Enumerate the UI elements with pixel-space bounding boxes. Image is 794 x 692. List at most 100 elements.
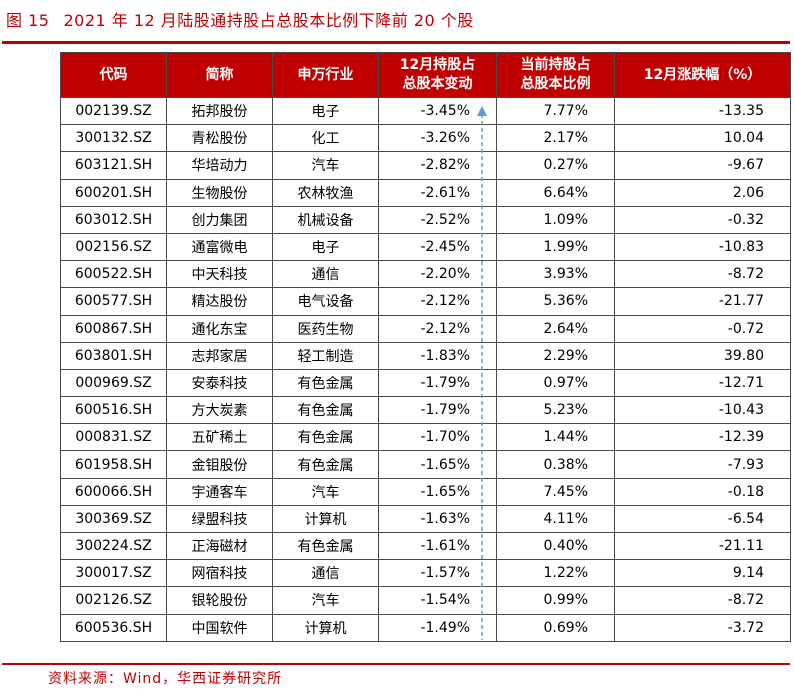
return-cell: -0.32 xyxy=(614,205,791,234)
code-cell: 600577.SH xyxy=(60,287,167,316)
column-header: 简称 xyxy=(166,52,273,98)
code-cell: 300224.SZ xyxy=(60,531,167,561)
code-cell: 600066.SH xyxy=(60,477,167,506)
bottom-rule xyxy=(2,663,790,665)
name-cell: 宇通客车 xyxy=(166,477,273,506)
code-cell: 002139.SZ xyxy=(60,96,167,126)
industry-cell: 电气设备 xyxy=(272,287,379,316)
return-cell: -13.35 xyxy=(614,96,791,126)
ratio-cell: 4.11% xyxy=(496,504,615,534)
industry-cell: 化工 xyxy=(272,124,379,153)
name-cell: 生物股份 xyxy=(166,178,273,207)
change-cell: -2.12% xyxy=(378,287,497,316)
ratio-cell: 2.17% xyxy=(496,124,615,153)
change-cell: -3.26% xyxy=(378,124,497,153)
code-cell: 300017.SZ xyxy=(60,559,167,588)
code-cell: 600522.SH xyxy=(60,260,167,289)
name-cell: 安泰科技 xyxy=(166,368,273,398)
column-header: 申万行业 xyxy=(272,52,379,98)
code-cell: 603801.SH xyxy=(60,341,167,370)
table-row: 300017.SZ 网宿科技 通信 -1.57% 1.22% 9.14 xyxy=(60,559,791,588)
code-cell: 000831.SZ xyxy=(60,423,167,452)
change-cell: -1.79% xyxy=(378,368,497,398)
column-header: 12月涨跌幅（%） xyxy=(614,52,791,98)
table-row: 300369.SZ 绿盟科技 计算机 -1.63% 4.11% -6.54 xyxy=(60,504,791,534)
industry-cell: 机械设备 xyxy=(272,205,379,234)
industry-cell: 通信 xyxy=(272,559,379,588)
table-row: 300224.SZ 正海磁材 有色金属 -1.61% 0.40% -21.11 xyxy=(60,531,791,561)
column-header: 当前持股占 总股本比例 xyxy=(496,52,615,98)
name-cell: 中天科技 xyxy=(166,260,273,289)
return-cell: 9.14 xyxy=(614,559,791,588)
table-row: 002126.SZ 银轮股份 汽车 -1.54% 0.99% -8.72 xyxy=(60,586,791,615)
return-cell: -9.67 xyxy=(614,151,791,180)
table-row: 603012.SH 创力集团 机械设备 -2.52% 1.09% -0.32 xyxy=(60,205,791,234)
name-cell: 银轮股份 xyxy=(166,586,273,615)
change-cell: -1.49% xyxy=(378,613,497,642)
ratio-cell: 1.09% xyxy=(496,205,615,234)
code-cell: 002126.SZ xyxy=(60,586,167,615)
table-row: 000969.SZ 安泰科技 有色金属 -1.79% 0.97% -12.71 xyxy=(60,368,791,398)
table-row: 600536.SH 中国软件 计算机 -1.49% 0.69% -3.72 xyxy=(60,613,791,642)
industry-cell: 汽车 xyxy=(272,151,379,180)
return-cell: -7.93 xyxy=(614,450,791,479)
table-header-row: 代码 简称 申万行业 12月持股占 总股本变动 当前持股占 总股本比例 12月涨跌幅（%） xyxy=(60,52,791,98)
name-cell: 青松股份 xyxy=(166,124,273,153)
change-cell: -1.83% xyxy=(378,341,497,370)
ratio-cell: 2.29% xyxy=(496,341,615,370)
table-row: 300132.SZ 青松股份 化工 -3.26% 2.17% 10.04 xyxy=(60,124,791,153)
industry-cell: 电子 xyxy=(272,232,379,262)
return-cell: 2.06 xyxy=(614,178,791,207)
code-cell: 600201.SH xyxy=(60,178,167,207)
ratio-cell: 2.64% xyxy=(496,314,615,343)
ratio-cell: 5.23% xyxy=(496,396,615,425)
table-row: 600867.SH 通化东宝 医药生物 -2.12% 2.64% -0.72 xyxy=(60,314,791,343)
ratio-cell: 0.27% xyxy=(496,151,615,180)
arrow-up-icon xyxy=(477,106,487,640)
return-cell: -8.72 xyxy=(614,586,791,615)
industry-cell: 有色金属 xyxy=(272,423,379,452)
name-cell: 五矿稀土 xyxy=(166,423,273,452)
name-cell: 绿盟科技 xyxy=(166,504,273,534)
industry-cell: 汽车 xyxy=(272,477,379,506)
name-cell: 网宿科技 xyxy=(166,559,273,588)
figure-label: 图 15 xyxy=(6,11,50,30)
name-cell: 正海磁材 xyxy=(166,531,273,561)
code-cell: 300369.SZ xyxy=(60,504,167,534)
return-cell: -21.77 xyxy=(614,287,791,316)
table-row: 603801.SH 志邦家居 轻工制造 -1.83% 2.29% 39.80 xyxy=(60,341,791,370)
table-row: 002156.SZ 通富微电 电子 -2.45% 1.99% -10.83 xyxy=(60,232,791,262)
code-cell: 600867.SH xyxy=(60,314,167,343)
change-cell: -2.61% xyxy=(378,178,497,207)
name-cell: 创力集团 xyxy=(166,205,273,234)
industry-cell: 电子 xyxy=(272,96,379,126)
name-cell: 精达股份 xyxy=(166,287,273,316)
table-row: 000831.SZ 五矿稀土 有色金属 -1.70% 1.44% -12.39 xyxy=(60,423,791,452)
change-cell: -1.65% xyxy=(378,450,497,479)
industry-cell: 有色金属 xyxy=(272,368,379,398)
change-cell: -2.12% xyxy=(378,314,497,343)
name-cell: 拓邦股份 xyxy=(166,96,273,126)
return-cell: -10.83 xyxy=(614,232,791,262)
industry-cell: 汽车 xyxy=(272,586,379,615)
table-row: 600522.SH 中天科技 通信 -2.20% 3.93% -8.72 xyxy=(60,260,791,289)
table-body: 002139.SZ 拓邦股份 电子 -3.45% 7.77% -13.35 300132.S… xyxy=(60,96,791,642)
ratio-cell: 0.38% xyxy=(496,450,615,479)
change-cell: -3.45% xyxy=(378,96,497,126)
ratio-cell: 0.97% xyxy=(496,368,615,398)
return-cell: -0.18 xyxy=(614,477,791,506)
code-cell: 603012.SH xyxy=(60,205,167,234)
figure-title-text: 2021 年 12 月陆股通持股占总股本比例下降前 20 个股 xyxy=(63,11,474,30)
name-cell: 华培动力 xyxy=(166,151,273,180)
code-cell: 600536.SH xyxy=(60,613,167,642)
ratio-cell: 5.36% xyxy=(496,287,615,316)
table-row: 002139.SZ 拓邦股份 电子 -3.45% 7.77% -13.35 xyxy=(60,96,791,126)
industry-cell: 有色金属 xyxy=(272,396,379,425)
code-cell: 000969.SZ xyxy=(60,368,167,398)
table-row: 603121.SH 华培动力 汽车 -2.82% 0.27% -9.67 xyxy=(60,151,791,180)
change-cell: -1.65% xyxy=(378,477,497,506)
table-row: 600577.SH 精达股份 电气设备 -2.12% 5.36% -21.77 xyxy=(60,287,791,316)
name-cell: 志邦家居 xyxy=(166,341,273,370)
industry-cell: 农林牧渔 xyxy=(272,178,379,207)
ratio-cell: 1.22% xyxy=(496,559,615,588)
